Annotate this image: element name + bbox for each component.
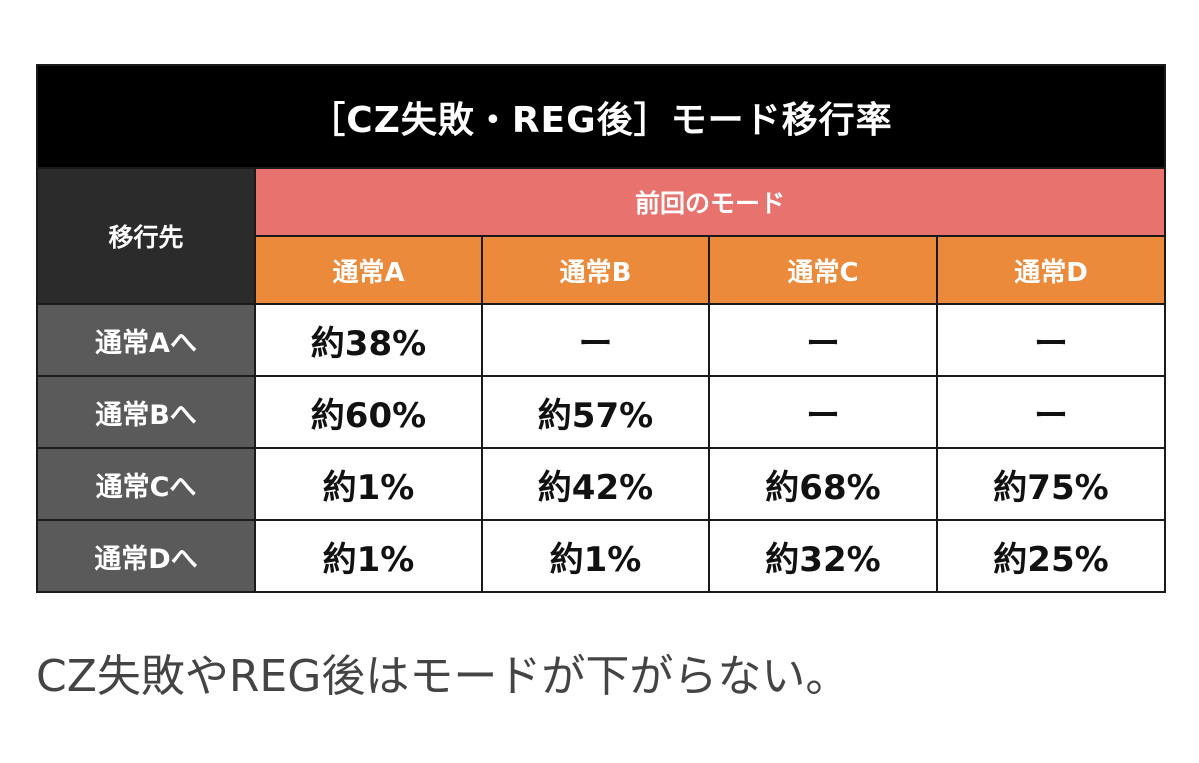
column-header-normal-c: 通常C bbox=[708, 235, 938, 305]
table-row: 通常Bへ 約60% 約57% ー ー bbox=[36, 375, 1166, 449]
rate-cell: ー bbox=[936, 303, 1166, 377]
previous-mode-header: 前回のモード bbox=[254, 167, 1166, 237]
destination-header: 移行先 bbox=[36, 167, 256, 305]
rate-cell: 約32% bbox=[708, 519, 938, 593]
row-header-to-normal-a: 通常Aへ bbox=[36, 303, 256, 377]
column-header-normal-a: 通常A bbox=[254, 235, 483, 305]
rate-cell: ー bbox=[708, 303, 938, 377]
table-row: 通常Dへ 約1% 約1% 約32% 約25% bbox=[36, 519, 1166, 593]
rate-cell: 約25% bbox=[936, 519, 1166, 593]
mode-transition-table-container: ［CZ失敗・REG後］モード移行率 移行先 前回のモード 通常A 通常B 通常C… bbox=[36, 64, 1166, 593]
rate-cell: 約75% bbox=[936, 447, 1166, 521]
rate-cell: 約38% bbox=[254, 303, 483, 377]
rate-cell: 約1% bbox=[481, 519, 710, 593]
row-header-to-normal-d: 通常Dへ bbox=[36, 519, 256, 593]
rate-cell: 約68% bbox=[708, 447, 938, 521]
rate-cell: 約60% bbox=[254, 375, 483, 449]
table-title: ［CZ失敗・REG後］モード移行率 bbox=[36, 64, 1166, 169]
mode-transition-table: ［CZ失敗・REG後］モード移行率 移行先 前回のモード 通常A 通常B 通常C… bbox=[36, 64, 1166, 593]
column-header-normal-b: 通常B bbox=[481, 235, 710, 305]
rate-cell: 約1% bbox=[254, 519, 483, 593]
row-header-to-normal-c: 通常Cへ bbox=[36, 447, 256, 521]
table-row: 通常Aへ 約38% ー ー ー bbox=[36, 303, 1166, 377]
rate-cell: 約42% bbox=[481, 447, 710, 521]
caption-text: CZ失敗やREG後はモードが下がらない。 bbox=[36, 651, 850, 702]
row-header-to-normal-b: 通常Bへ bbox=[36, 375, 256, 449]
rate-cell: ー bbox=[481, 303, 710, 377]
column-header-normal-d: 通常D bbox=[936, 235, 1166, 305]
table-row: 通常Cへ 約1% 約42% 約68% 約75% bbox=[36, 447, 1166, 521]
rate-cell: ー bbox=[708, 375, 938, 449]
rate-cell: ー bbox=[936, 375, 1166, 449]
rate-cell: 約1% bbox=[254, 447, 483, 521]
rate-cell: 約57% bbox=[481, 375, 710, 449]
